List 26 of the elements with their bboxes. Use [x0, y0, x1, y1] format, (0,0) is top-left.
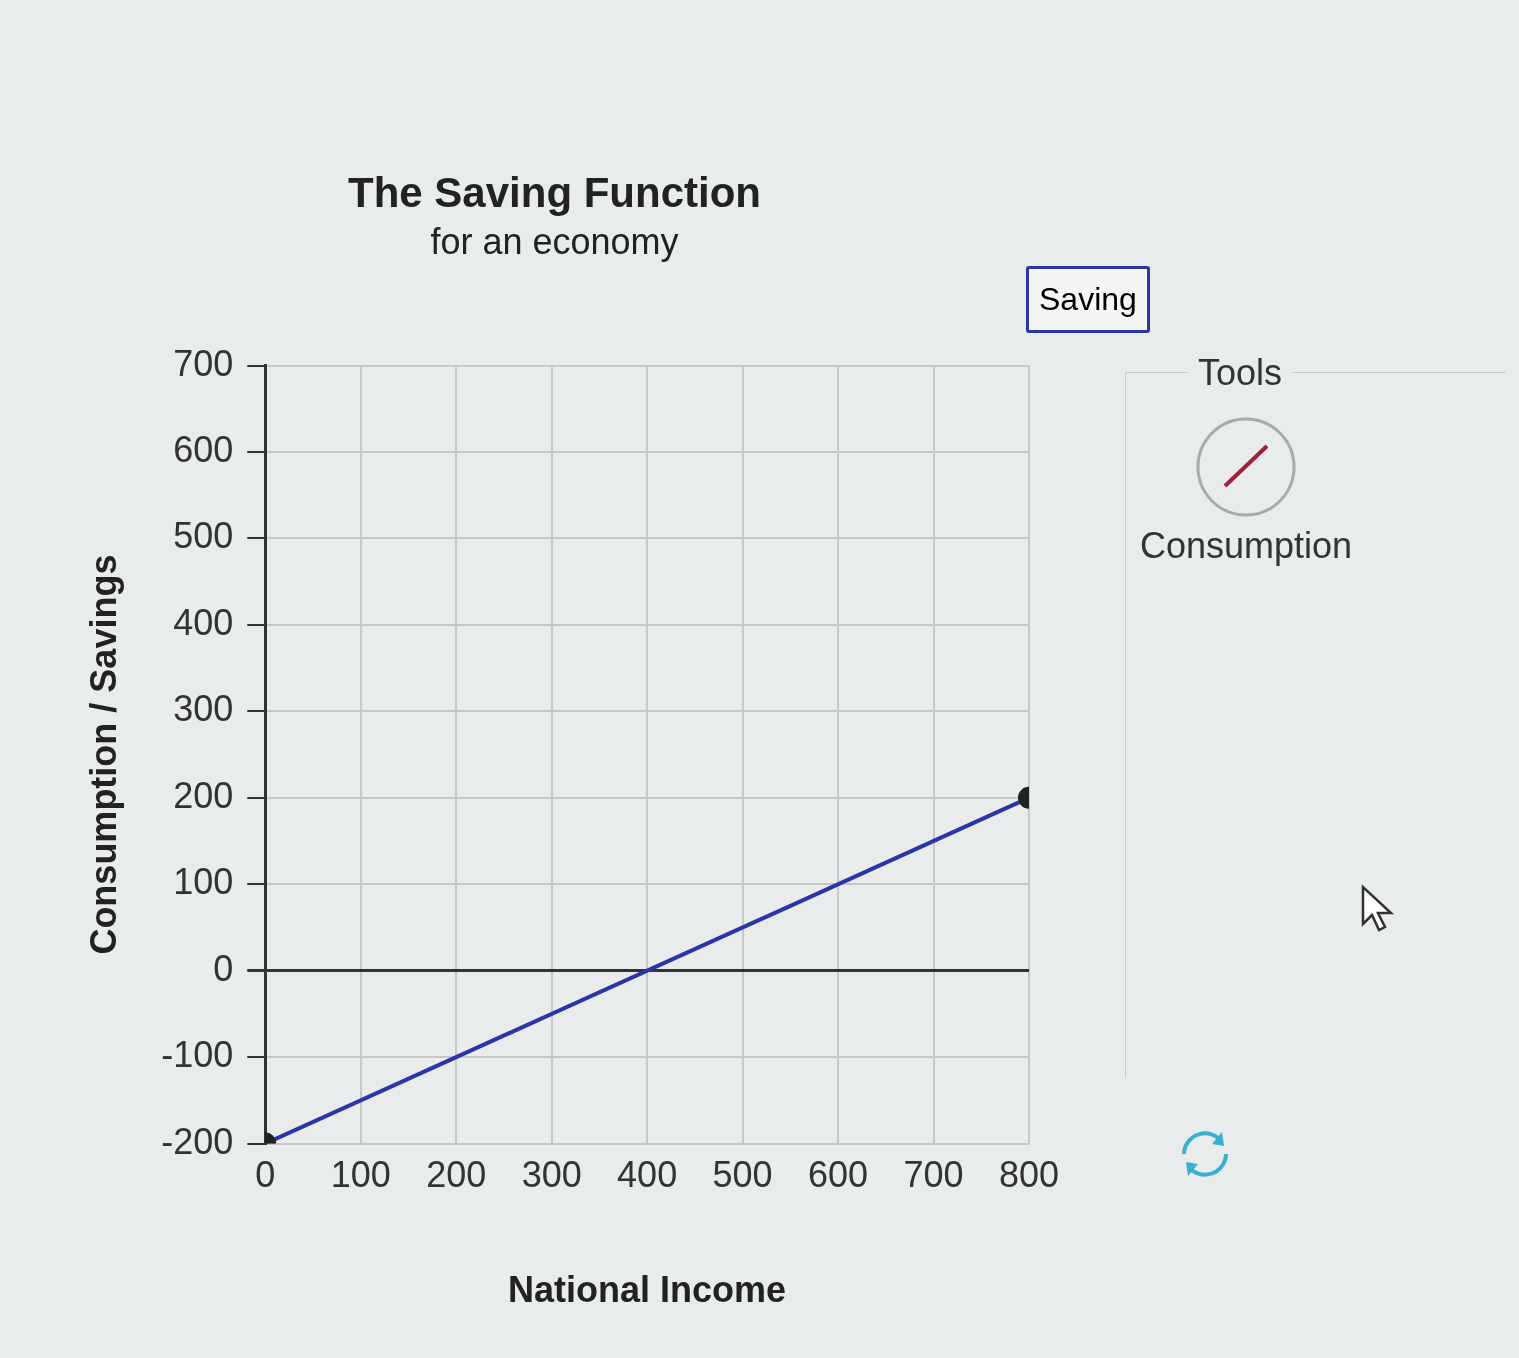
- y-axis-title: Consumption / Savings: [82, 554, 124, 955]
- y-tick-label: 300: [173, 688, 234, 730]
- x-tick-label: 400: [617, 1154, 678, 1196]
- chart-subtitle: for an economy: [430, 220, 679, 262]
- y-tick-label: 100: [173, 861, 234, 903]
- x-tick-label: 100: [330, 1154, 391, 1196]
- y-tick-label: -100: [161, 1034, 234, 1076]
- x-tick-label: 500: [712, 1154, 773, 1196]
- y-tick-label: 700: [173, 342, 234, 384]
- x-tick-label: 800: [998, 1154, 1060, 1196]
- y-tick-label: -200: [161, 1120, 234, 1162]
- x-tick-label: 600: [808, 1154, 869, 1196]
- x-tick-label: 200: [426, 1154, 487, 1196]
- chart-title: The Saving Function: [347, 168, 762, 216]
- y-tick-label: 200: [173, 774, 234, 816]
- text: Tools: [1188, 352, 1293, 394]
- x-axis-title: National Income: [508, 1269, 787, 1311]
- y-tick-label: 400: [173, 601, 234, 643]
- y-tick-label: 0: [213, 947, 234, 989]
- text: Consumption: [1140, 525, 1353, 567]
- text: Saving: [1026, 266, 1150, 333]
- y-tick-label: 500: [173, 515, 234, 557]
- x-tick-label: 300: [521, 1154, 582, 1196]
- y-tick-label: 600: [173, 428, 234, 470]
- x-tick-label: 700: [903, 1154, 964, 1196]
- x-tick-label: 0: [255, 1154, 276, 1196]
